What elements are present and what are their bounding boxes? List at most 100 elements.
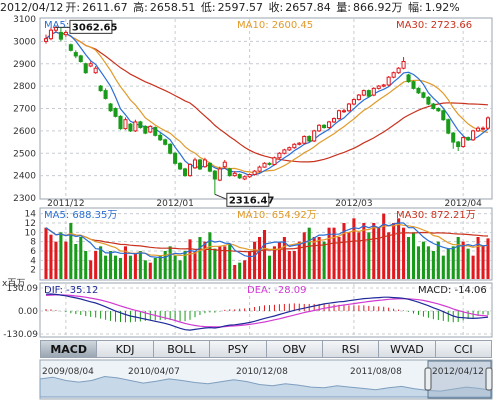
low-value: 2597.57 [217,1,264,14]
price-y-tick: 2400 [13,172,36,182]
candle [252,170,257,176]
candle [391,71,396,79]
candle-body [183,168,188,177]
candle-body [371,87,376,96]
candle-body [466,137,471,141]
volume-bar [411,232,416,279]
volume-bars[interactable] [44,213,490,279]
tab-macd[interactable]: MACD [40,340,97,358]
candle-body [113,108,118,117]
macd-panel-frame [39,282,493,338]
volume-bar [188,239,192,279]
candle-body [426,96,431,105]
candle [83,62,88,74]
volume-bar [44,227,48,279]
candle-body [366,90,371,97]
volume-bar [79,237,83,279]
tab-kdj[interactable]: KDJ [96,340,153,358]
volume-bar [213,248,217,279]
candlesticks[interactable] [43,25,491,195]
candle-body [431,103,436,110]
candle-body [446,119,451,134]
volume-bar [297,241,301,279]
macd-label: MACD: -14.06 [418,285,487,296]
volume-bar [387,232,391,279]
candle [476,126,481,132]
volume-y-tick: 14 [25,210,37,220]
volume-bar [54,241,58,279]
candle [341,108,347,113]
volume-bar [307,227,311,279]
volume-bar [109,251,113,279]
candle-body [262,162,267,168]
volume-bar [59,232,63,279]
candle [48,27,54,41]
candle-body [406,74,411,83]
candle-body [73,52,78,57]
candle-body [401,61,406,69]
close-label: 收: [268,1,284,14]
volume-bar [377,227,381,279]
candle [262,162,267,168]
tab-psy[interactable]: PSY [209,340,266,358]
volume-bar [153,258,157,279]
candle-body [376,85,381,89]
candle [158,133,163,141]
volume-bar [104,255,108,279]
candle [282,148,287,155]
candle [436,107,441,112]
price-x-tick: 2012/04 [444,199,482,209]
candle [277,152,282,159]
volume-bar [337,237,341,279]
volume-bar [262,230,267,279]
macd-histogram[interactable] [45,303,489,323]
volume-bar [133,253,137,279]
volume-bar [456,237,460,279]
tab-rsi[interactable]: RSI [321,340,379,358]
tab-wvad[interactable]: WVAD [378,340,435,358]
candle-body [93,67,98,74]
price-y-tick: 2700 [13,105,36,115]
close-value: 2657.84 [285,1,331,14]
candle [302,135,307,145]
candle-body [197,159,202,170]
tab-obv[interactable]: OBV [265,340,322,358]
navigator-date: 2010/12/08 [236,367,288,377]
candle [148,125,153,134]
navigator-right-handle[interactable] [485,367,493,391]
candle [356,93,361,101]
volume-bar [238,262,242,279]
candle [361,89,366,97]
candle-body [416,87,421,94]
candle [471,129,476,141]
candle-body [351,99,356,105]
candle [287,146,292,152]
candle-body [178,162,183,170]
candle-body [336,110,342,120]
candle-body [485,117,491,129]
dif-label: DIF: -35.12 [44,285,98,296]
open-value: 2611.67 [82,1,128,14]
dea-polyline [45,294,489,328]
candle-body [207,162,212,172]
candle-body [451,132,456,143]
high-label: 高: [133,1,148,14]
quote-date: 2012/04/12 [0,1,64,14]
candle [366,89,371,98]
navigator-left-handle[interactable] [424,367,432,391]
dea-label: DEA: -28.09 [247,285,306,296]
tab-boll[interactable]: BOLL [152,340,210,358]
tab-cci[interactable]: CCI [434,340,492,358]
candle-body [411,81,416,89]
candle-body [292,143,297,149]
candle-body [192,159,198,169]
volume-bar [282,237,286,279]
volume-bar [471,255,475,279]
candle-body [227,168,232,177]
candle-body [322,124,327,129]
candle-body [421,92,426,98]
volume-bar [287,251,291,279]
candle [257,165,262,173]
